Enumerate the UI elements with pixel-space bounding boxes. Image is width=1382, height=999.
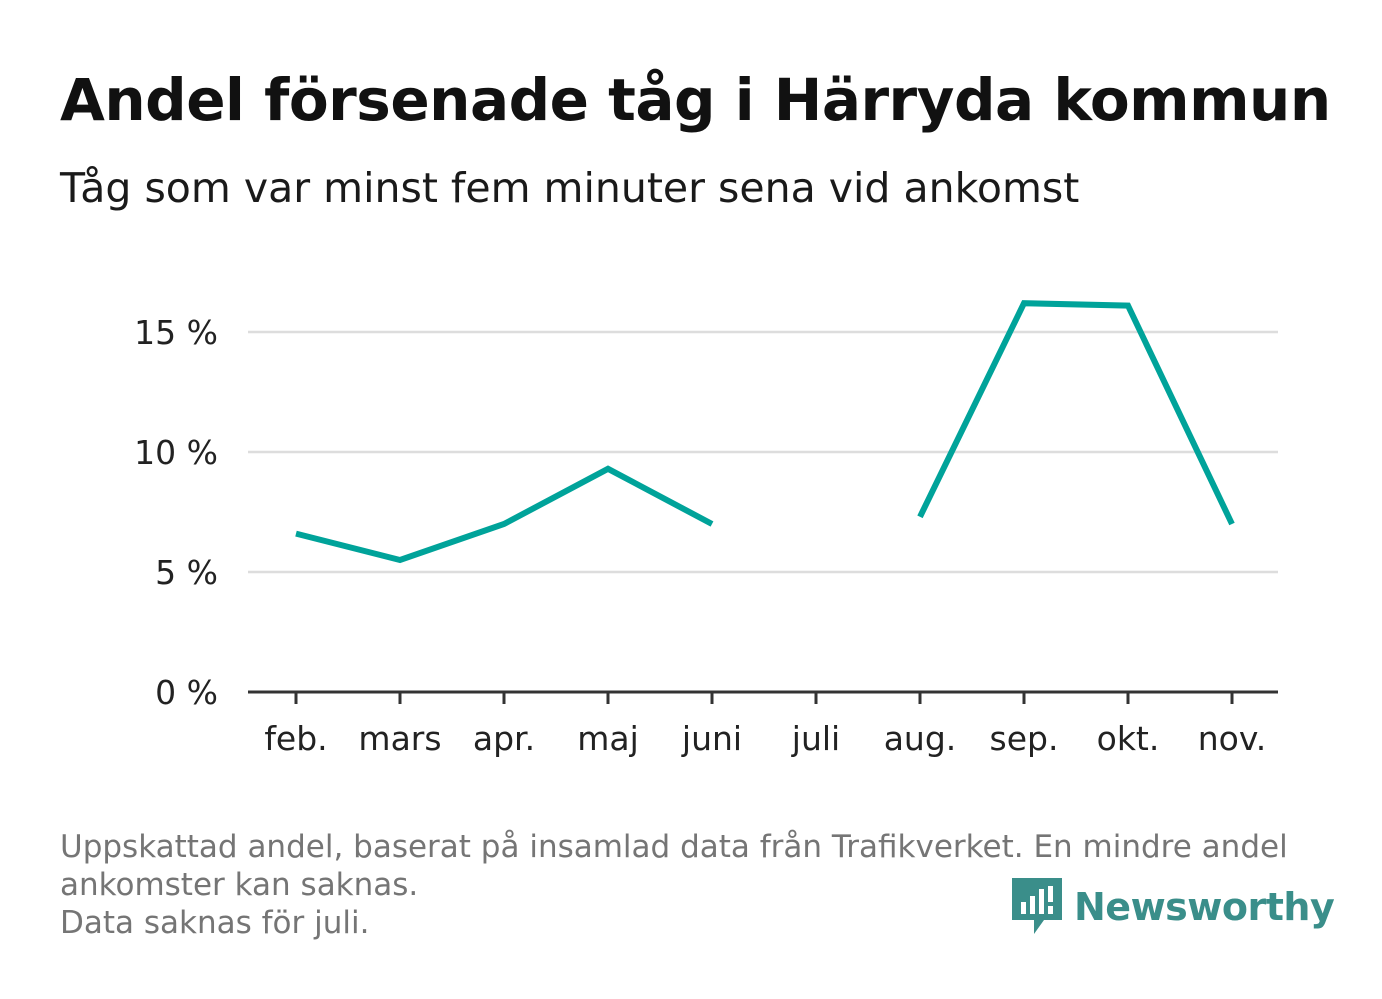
footnote-line-2: ankomster kan saknas.: [60, 867, 419, 903]
chart-title: Andel försenade tåg i Härryda kommun: [60, 66, 1331, 134]
data-series: [295, 300, 1235, 564]
x-tick-label-8: okt.: [1097, 719, 1160, 758]
chart-subtitle: Tåg som var minst fem minuter sena vid a…: [60, 164, 1080, 212]
footnote-line-3: Data saknas för juli.: [60, 905, 370, 941]
series-line-segment-0: [295, 465, 714, 564]
x-tick-label-7: sep.: [990, 719, 1059, 758]
series-line-segment-1: [917, 300, 1235, 526]
brand-name: Newsworthy: [1074, 885, 1335, 929]
x-tick-label-9: nov.: [1198, 719, 1267, 758]
brand-logo: Newsworthy: [1012, 878, 1335, 936]
y-axis-tick-labels: 0 % 5 % 10 % 15 %: [134, 313, 218, 712]
line-chart: 0 % 5 % 10 % 15 % feb. mars apr. maj juni juli au…: [134, 300, 1278, 758]
y-tick-label-15: 15 %: [134, 313, 218, 352]
x-tick-label-0: feb.: [264, 719, 327, 758]
y-tick-label-5: 5 %: [155, 553, 218, 592]
bar-chart-speech-bubble-icon: [1012, 878, 1062, 934]
y-tick-label-0: 0 %: [155, 673, 218, 712]
grid-lines: [248, 330, 1278, 574]
x-axis: [248, 690, 1278, 704]
x-tick-label-1: mars: [358, 719, 441, 758]
x-tick-label-2: apr.: [473, 719, 535, 758]
y-tick-label-10: 10 %: [134, 433, 218, 472]
x-tick-label-4: juni: [681, 719, 742, 758]
x-tick-label-3: maj: [577, 719, 639, 758]
footnote-line-1: Uppskattad andel, baserat på insamlad da…: [60, 829, 1288, 865]
footnote: Uppskattad andel, baserat på insamlad da…: [60, 828, 1320, 942]
x-tick-label-5: juli: [791, 719, 840, 758]
x-tick-label-6: aug.: [884, 719, 957, 758]
x-axis-tick-labels: feb. mars apr. maj juni juli aug. sep. okt. nov.: [264, 719, 1266, 758]
